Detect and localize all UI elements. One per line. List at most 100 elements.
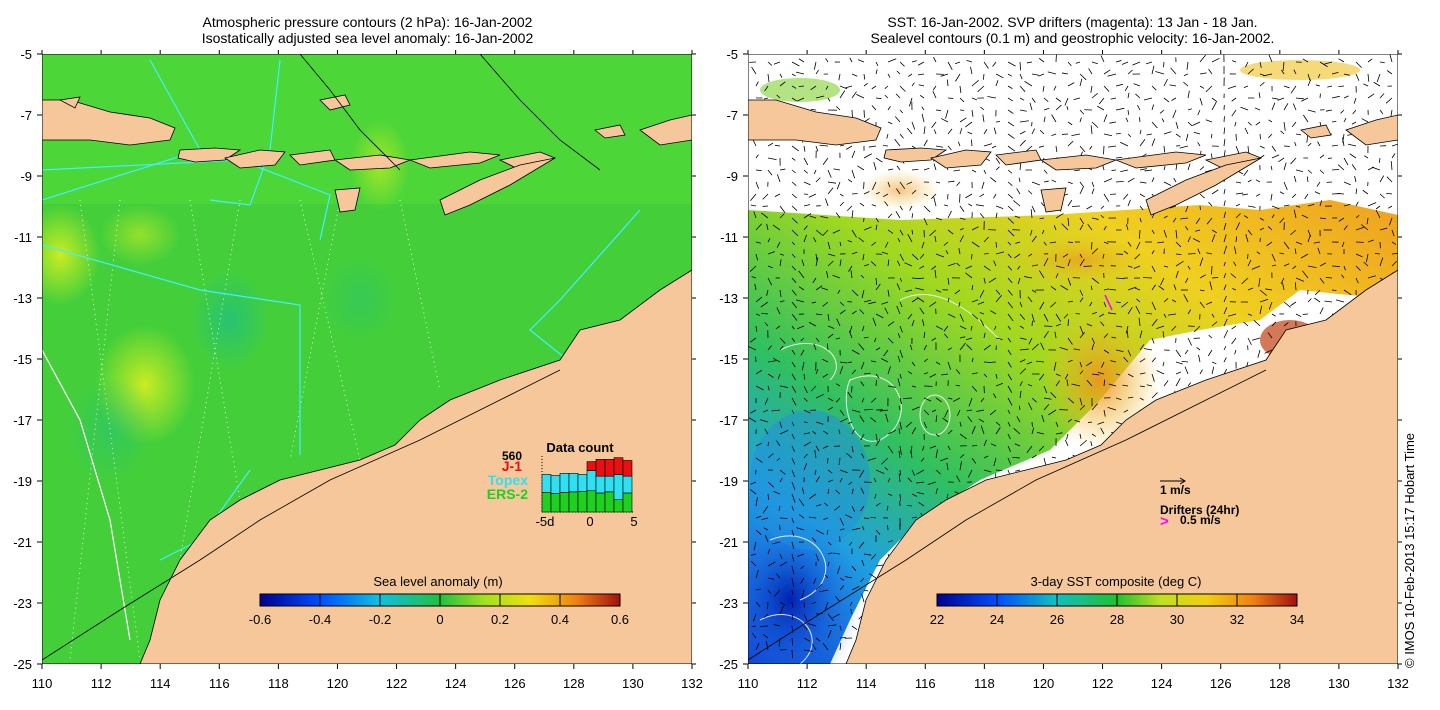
velocity-vector <box>822 301 829 307</box>
velocity-vector <box>1100 214 1105 219</box>
velocity-vector <box>1268 133 1273 139</box>
velocity-vector <box>942 417 949 423</box>
velocity-vector <box>965 121 973 128</box>
velocity-vector <box>1295 97 1304 100</box>
velocity-vector <box>750 481 757 485</box>
velocity-vector <box>1379 109 1384 115</box>
velocity-vector <box>1067 397 1075 404</box>
velocity-vector <box>755 325 758 332</box>
velocity-vector <box>1259 289 1267 296</box>
velocity-vector <box>1097 371 1105 375</box>
velocity-vector <box>1363 261 1369 267</box>
velocity-vector <box>993 193 997 199</box>
velocity-vector <box>764 428 769 435</box>
velocity-vector <box>934 269 937 279</box>
velocity-vector <box>971 299 979 303</box>
velocity-vector <box>1259 61 1262 68</box>
velocity-vector <box>990 177 997 183</box>
velocity-vector <box>1279 217 1285 224</box>
velocity-vector <box>851 505 856 512</box>
legend-topex: Topex <box>488 472 528 488</box>
velocity-vector <box>767 169 773 176</box>
velocity-vector <box>1026 445 1033 454</box>
velocity-vector <box>1283 241 1290 250</box>
velocity-vector <box>981 181 985 189</box>
velocity-vector <box>895 93 901 99</box>
velocity-vector <box>755 588 761 591</box>
velocity-vector <box>827 333 834 339</box>
velocity-vector <box>1055 213 1064 219</box>
velocity-vector <box>791 97 797 102</box>
velocity-vector <box>1294 248 1297 255</box>
velocity-vector <box>791 613 794 621</box>
velocity-vector <box>779 253 784 256</box>
velocity-vector <box>1103 288 1110 291</box>
velocity-vector <box>1295 277 1305 282</box>
velocity-vector <box>1127 265 1133 268</box>
velocity-vector <box>1031 205 1036 213</box>
velocity-vector <box>767 265 773 269</box>
velocity-vector <box>823 517 829 520</box>
velocity-vector <box>1087 224 1093 231</box>
velocity-vector <box>971 313 979 320</box>
velocity-vector <box>1193 325 1201 333</box>
velocity-vector <box>846 452 853 459</box>
velocity-vector <box>772 357 781 363</box>
velocity-vector <box>1100 205 1105 209</box>
velocity-vector <box>827 541 832 546</box>
velocity-vector <box>764 534 769 543</box>
velocity-arrowhead-icon <box>1179 477 1186 485</box>
velocity-vector <box>850 270 853 279</box>
velocity-vector <box>1187 309 1192 315</box>
velocity-vector <box>1258 92 1261 99</box>
velocity-vector <box>839 309 846 315</box>
velocity-vector <box>911 82 915 87</box>
velocity-vector <box>1211 366 1215 375</box>
velocity-vector <box>1300 253 1309 259</box>
velocity-vector <box>904 289 913 293</box>
right-lon-label: 122 <box>1092 676 1114 691</box>
velocity-vector <box>858 237 865 243</box>
velocity-vector <box>1388 217 1393 226</box>
velocity-vector <box>1242 193 1249 196</box>
left-title-line1: Atmospheric pressure contours (2 hPa): 1… <box>202 14 533 30</box>
velocity-vector <box>1019 359 1026 363</box>
velocity-vector <box>779 259 782 267</box>
velocity-vector <box>801 259 805 267</box>
velocity-vector <box>767 493 770 500</box>
velocity-vector <box>1279 252 1285 255</box>
data-count-bar-ers2 <box>604 491 615 513</box>
velocity-vector <box>749 265 757 272</box>
velocity-vector <box>897 260 901 267</box>
velocity-vector <box>956 262 961 267</box>
velocity-vector <box>1379 175 1385 183</box>
velocity-vector <box>1251 265 1261 270</box>
velocity-vector <box>803 421 809 423</box>
velocity-vector <box>959 217 966 220</box>
velocity-vector <box>863 263 870 267</box>
velocity-vector <box>1151 337 1155 344</box>
velocity-vector <box>1233 261 1237 267</box>
velocity-vector <box>1151 284 1156 291</box>
velocity-vector <box>1156 325 1165 330</box>
velocity-vector <box>1271 205 1280 210</box>
velocity-vector <box>836 181 841 190</box>
velocity-vector <box>798 270 805 279</box>
velocity-vector <box>1014 253 1021 259</box>
velocity-vector <box>797 553 805 557</box>
right-land-islands <box>748 99 1398 216</box>
velocity-vector <box>874 337 877 343</box>
velocity-vector <box>1211 321 1218 327</box>
velocity-vector <box>1007 349 1012 355</box>
velocity-vector <box>983 129 988 135</box>
velocity-vector <box>934 235 937 243</box>
velocity-vector <box>1158 285 1165 291</box>
velocity-vector <box>791 169 796 174</box>
velocity-vector <box>1295 313 1302 317</box>
velocity-vector <box>923 397 932 402</box>
velocity-vector <box>827 613 834 621</box>
right-lon-label: 116 <box>915 676 936 691</box>
velocity-vector <box>988 361 997 363</box>
velocity-vector <box>848 481 853 485</box>
velocity-vector <box>1378 157 1381 163</box>
